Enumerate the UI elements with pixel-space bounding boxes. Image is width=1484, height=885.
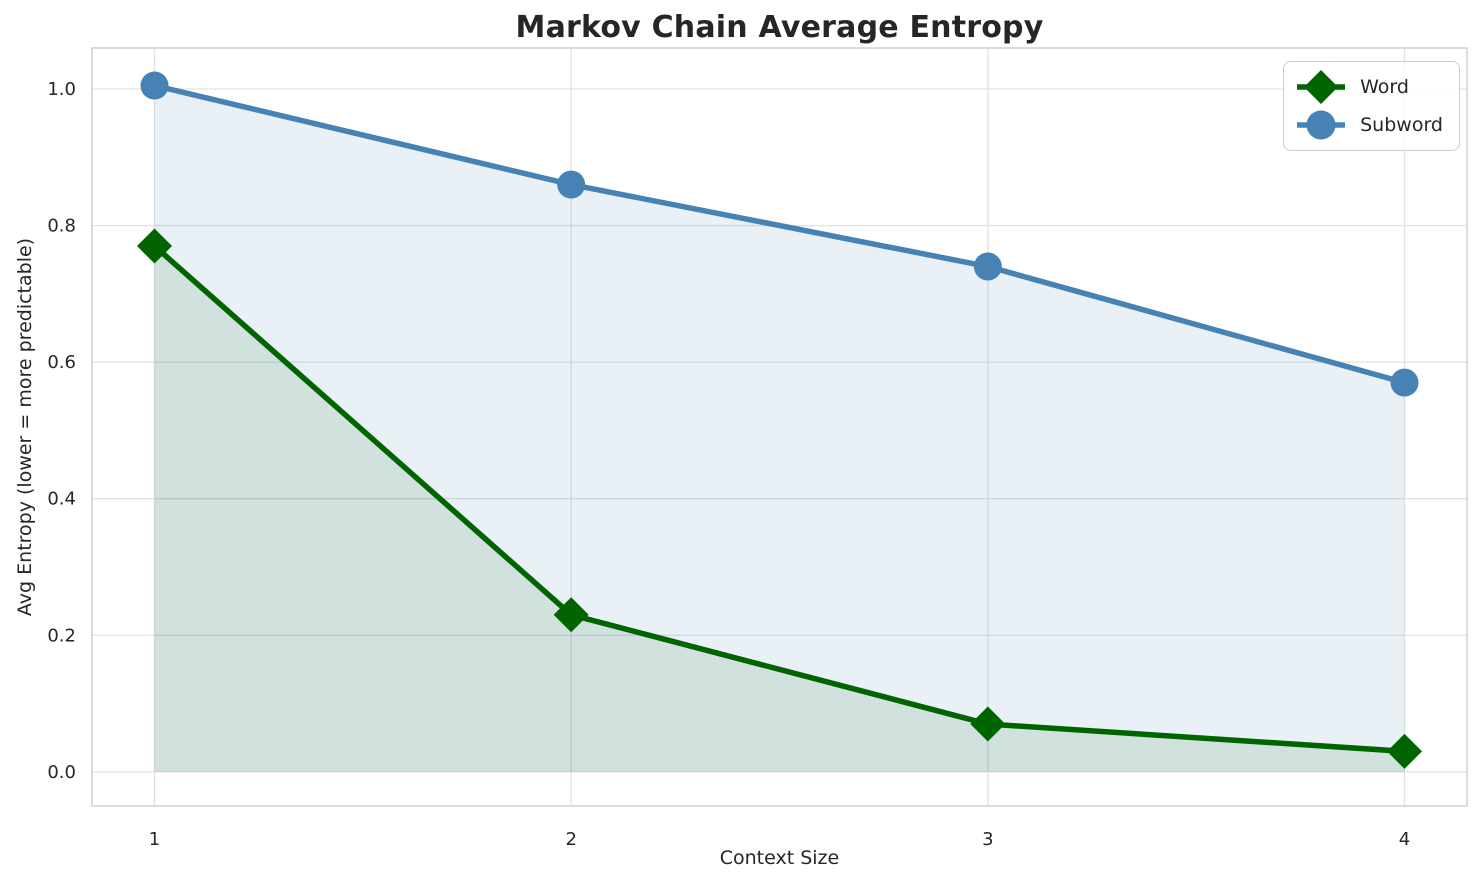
subword-data-point-marker: [140, 71, 169, 100]
word-data-point-marker: [553, 597, 589, 633]
subword-data-point-marker: [973, 252, 1002, 281]
word-data-point-marker: [137, 228, 172, 264]
y-axis-label: Avg Entropy (lower = more predictable): [14, 237, 36, 617]
legend: Word Subword: [1283, 61, 1460, 151]
x-tick-label: 4: [1399, 829, 1410, 850]
y-tick-label: 0.4: [47, 489, 76, 510]
legend-label-word: Word: [1360, 76, 1409, 98]
y-tick-label: 0.2: [47, 625, 76, 646]
subword-data-point-marker: [557, 170, 586, 199]
subword-data-point-marker: [1390, 368, 1419, 397]
x-tick-label: 3: [982, 829, 993, 850]
word-series-line: [151, 243, 1408, 755]
legend-item-subword: Subword: [1294, 108, 1443, 142]
chart-title: Markov Chain Average Entropy: [515, 10, 1044, 45]
y-tick-label: 0.6: [47, 352, 76, 373]
y-tick-label: 1.0: [47, 79, 76, 100]
word-data-point-marker: [970, 706, 1006, 742]
subword-series-line: [151, 82, 1408, 386]
word-diamond-marker-icon: [1297, 70, 1346, 104]
x-tick-label: 2: [565, 829, 576, 850]
axes-border: [91, 47, 1468, 807]
x-tick-label: 1: [149, 829, 160, 850]
word-area-fill: [154, 246, 1405, 772]
subword-area-fill: [154, 85, 1405, 772]
word-data-point-marker: [1387, 733, 1422, 769]
y-tick-label: 0.8: [47, 216, 76, 237]
subword-circle-marker-icon: [1297, 110, 1346, 140]
x-axis-label: Context Size: [719, 847, 840, 869]
legend-item-word: Word: [1294, 70, 1443, 104]
legend-label-subword: Subword: [1360, 114, 1443, 136]
y-tick-label: 0.0: [47, 762, 76, 783]
